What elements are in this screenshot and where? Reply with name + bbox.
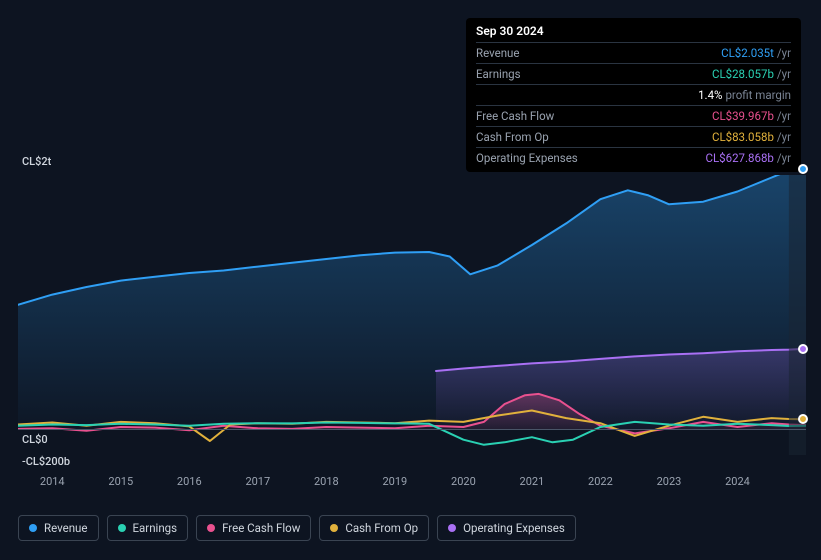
chart-marker-dot: [798, 344, 808, 354]
x-axis-tick: 2024: [725, 475, 750, 488]
chart-svg: [18, 175, 806, 455]
chart-plot-area[interactable]: [18, 175, 806, 455]
financial-chart[interactable]: CL$2t CL$0 -CL$200b 20142015201620172018…: [18, 155, 806, 480]
tooltip-metric-value: CL$28.057b: [712, 67, 774, 81]
x-axis-tick: 2014: [40, 475, 65, 488]
data-tooltip: Sep 30 2024 Revenue CL$2.035t/yr Earnings C…: [466, 18, 801, 172]
legend-dot-icon: [118, 524, 126, 532]
tooltip-row: Revenue CL$2.035t/yr: [476, 42, 791, 63]
tooltip-metric-value: 1.4%: [698, 88, 722, 102]
legend-item-earnings[interactable]: Earnings: [107, 515, 189, 541]
tooltip-metric-label: Earnings: [476, 67, 521, 81]
tooltip-metric-label: Revenue: [476, 46, 520, 60]
x-axis-tick: 2021: [520, 475, 545, 488]
legend-label: Free Cash Flow: [222, 521, 300, 535]
x-axis-tick: 2017: [245, 475, 270, 488]
x-axis-tick: 2020: [451, 475, 476, 488]
tooltip-row: Free Cash Flow CL$39.967b/yr: [476, 105, 791, 126]
tooltip-row: 1.4%profit margin: [476, 84, 791, 105]
legend-item-operating-expenses[interactable]: Operating Expenses: [437, 515, 576, 541]
x-axis-tick: 2018: [314, 475, 339, 488]
chart-marker-dot: [798, 414, 808, 424]
tooltip-metric-value: CL$39.967b: [712, 109, 774, 123]
legend-item-revenue[interactable]: Revenue: [18, 515, 99, 541]
legend-dot-icon: [207, 524, 215, 532]
tooltip-metric-label: Free Cash Flow: [476, 109, 554, 123]
legend-dot-icon: [29, 524, 37, 532]
x-axis-tick: 2016: [177, 475, 202, 488]
tooltip-metric-unit: /yr: [777, 130, 791, 144]
x-axis-tick: 2023: [657, 475, 682, 488]
legend-dot-icon: [448, 524, 456, 532]
tooltip-metric-unit: /yr: [777, 67, 791, 81]
legend-label: Earnings: [133, 521, 178, 535]
x-axis-tick: 2019: [382, 475, 407, 488]
legend-dot-icon: [330, 524, 338, 532]
y-axis-label-top: CL$2t: [22, 155, 51, 168]
tooltip-row: Earnings CL$28.057b/yr: [476, 63, 791, 84]
legend-label: Cash From Op: [345, 521, 418, 535]
legend-item-free-cash-flow[interactable]: Free Cash Flow: [196, 515, 311, 541]
tooltip-date: Sep 30 2024: [476, 24, 791, 38]
chart-legend: Revenue Earnings Free Cash Flow Cash From O…: [18, 515, 576, 541]
tooltip-metric-unit: /yr: [777, 109, 791, 123]
x-axis-tick: 2022: [588, 475, 613, 488]
legend-item-cash-from-op[interactable]: Cash From Op: [319, 515, 429, 541]
x-axis-tick: 2015: [108, 475, 133, 488]
legend-label: Revenue: [44, 521, 88, 535]
legend-label: Operating Expenses: [463, 521, 565, 535]
tooltip-metric-label: Cash From Op: [476, 130, 549, 144]
tooltip-metric-unit: /yr: [777, 46, 791, 60]
tooltip-metric-value: CL$2.035t: [721, 46, 774, 60]
chart-marker-dot: [798, 164, 808, 174]
tooltip-metric-value: CL$83.058b: [712, 130, 774, 144]
tooltip-row: Cash From Op CL$83.058b/yr: [476, 126, 791, 147]
tooltip-metric-unit: profit margin: [725, 88, 791, 102]
